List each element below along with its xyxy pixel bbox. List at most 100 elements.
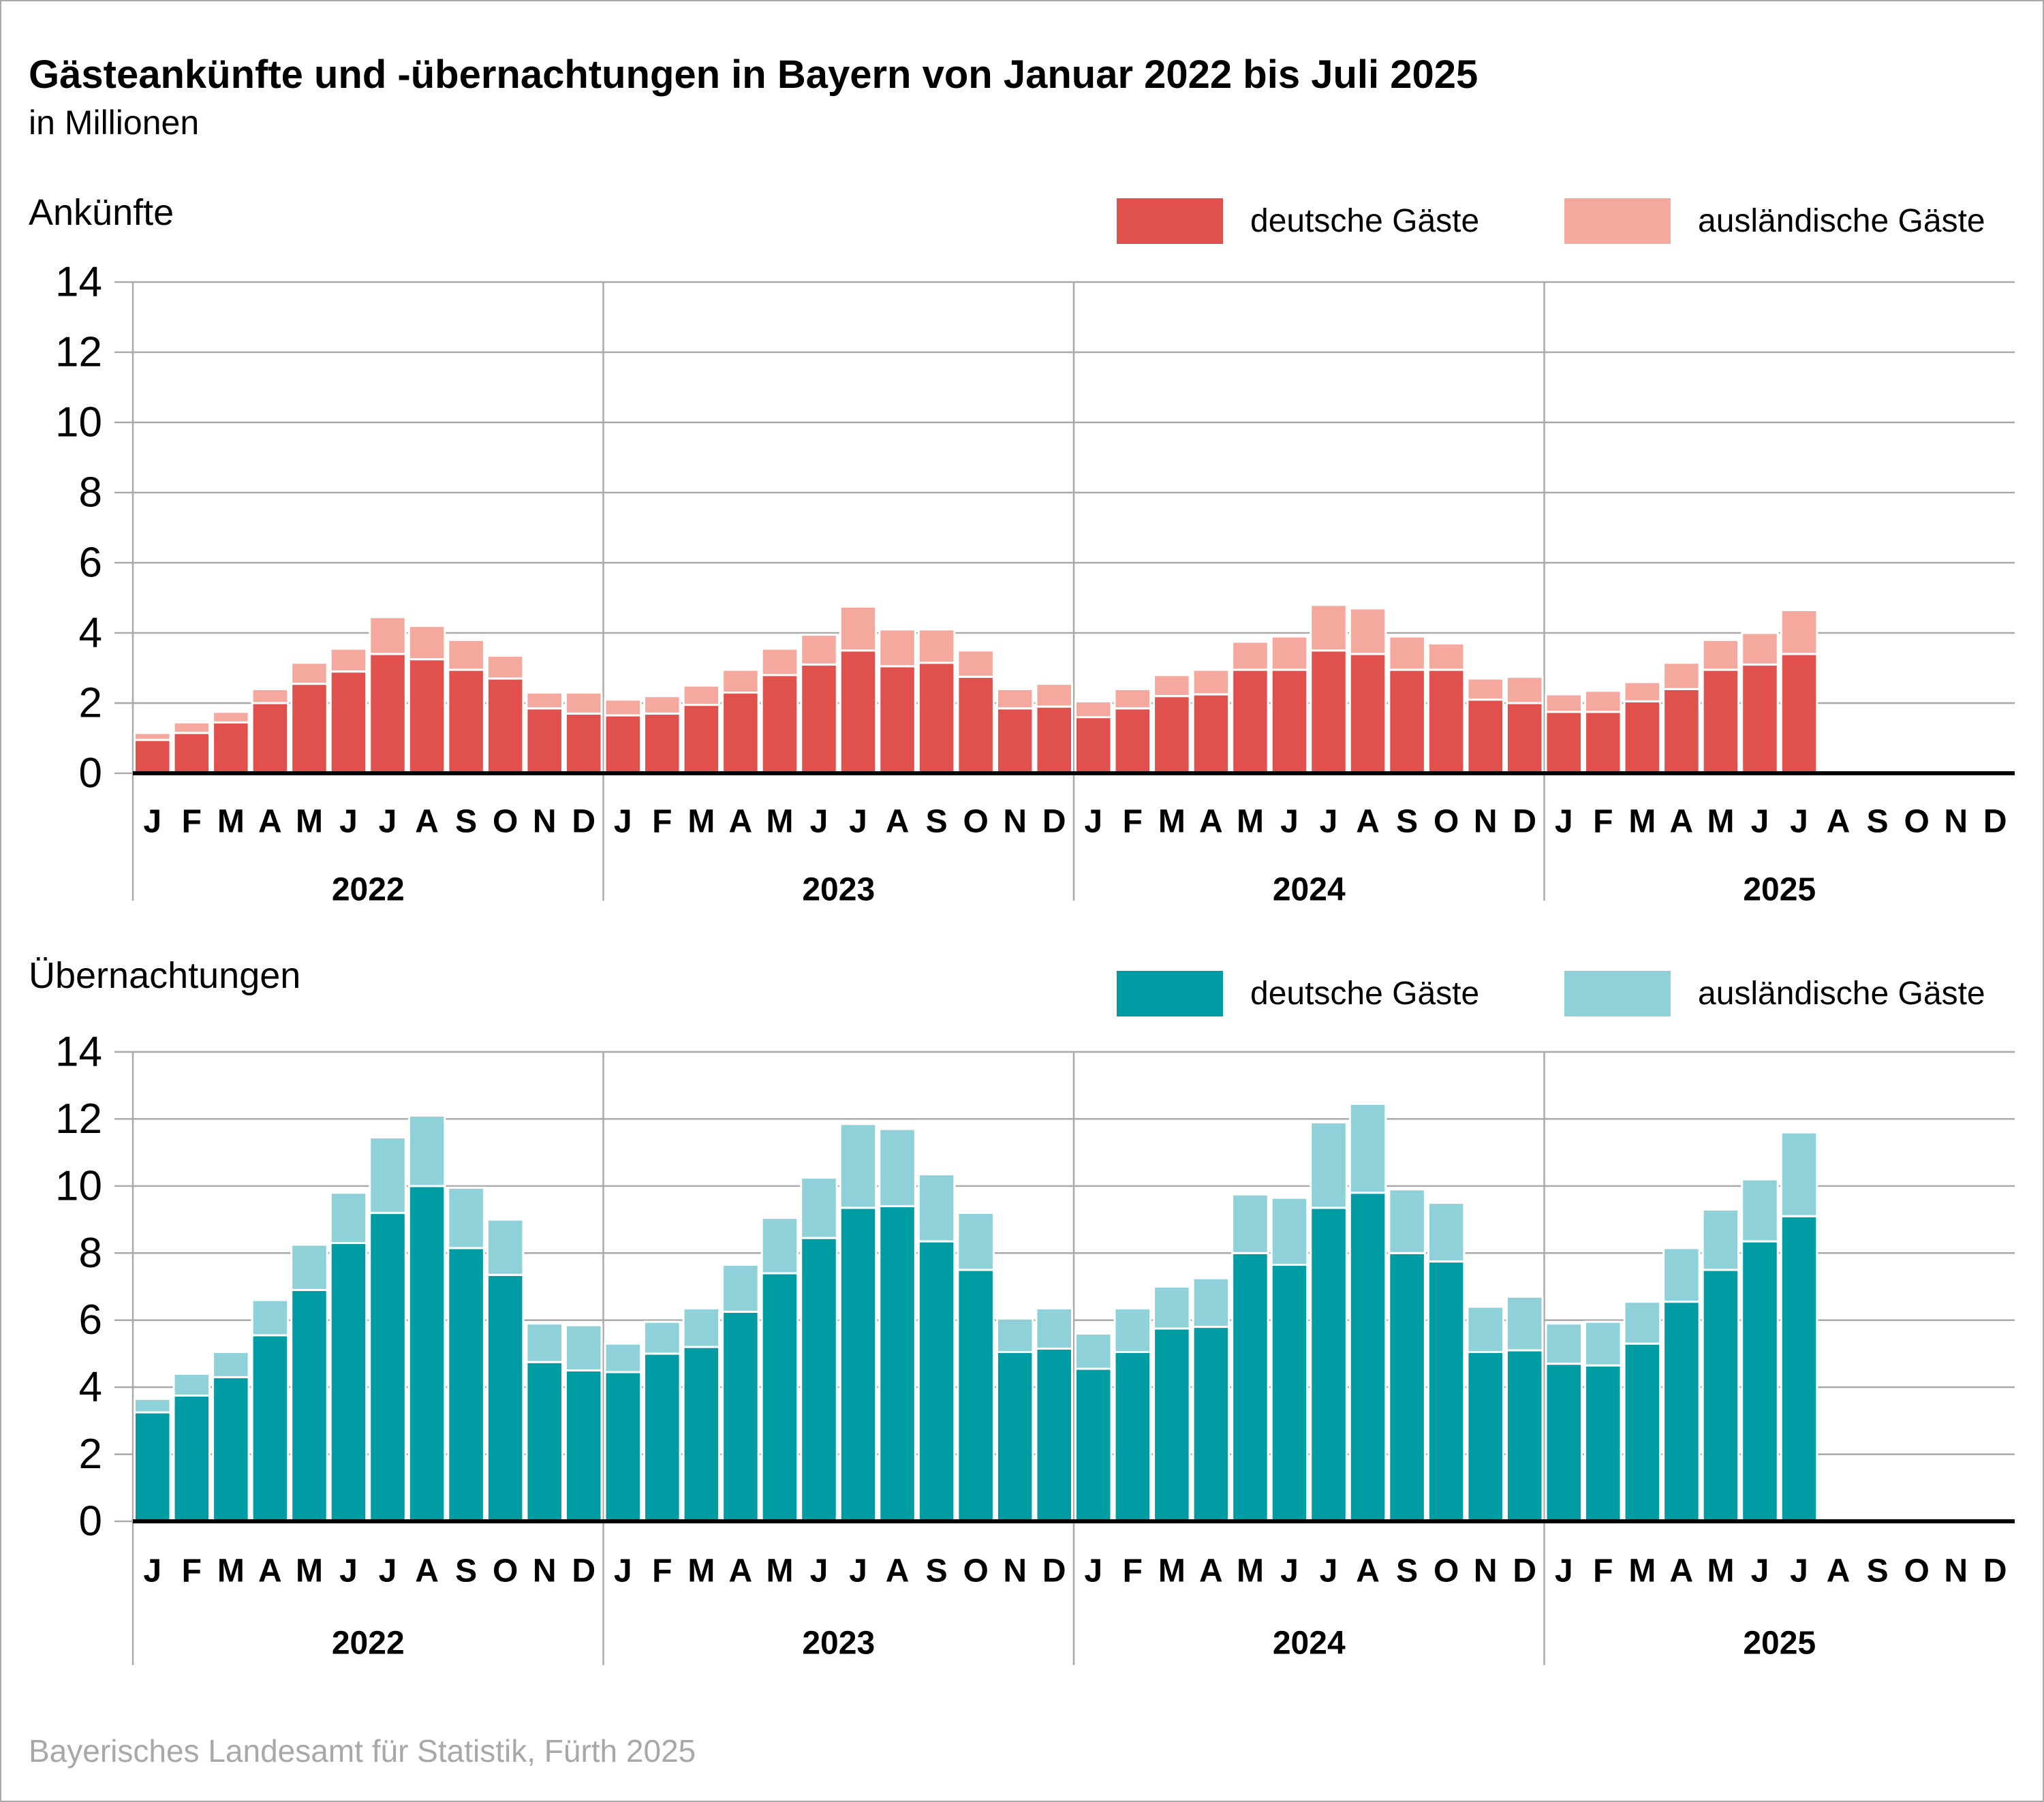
bar-segment-auslaendische <box>1662 1247 1701 1303</box>
month-label: A <box>1670 804 1694 840</box>
month-label: F <box>1593 1553 1613 1589</box>
bar-segment-deutsche <box>1545 1363 1583 1523</box>
bar-segment-deutsche <box>564 712 603 775</box>
bar-segment-auslaendische <box>447 1186 485 1249</box>
bar-segment-auslaendische <box>1545 693 1583 713</box>
bar-segment-deutsche <box>486 1273 525 1523</box>
bar-segment-deutsche <box>1231 668 1269 775</box>
month-label: D <box>1983 804 2007 840</box>
month-label: O <box>963 1553 988 1589</box>
bar-segment-deutsche <box>800 663 838 775</box>
bar-segment-auslaendische <box>1074 1332 1113 1370</box>
bar-segment-deutsche <box>957 675 995 775</box>
bar-segment-auslaendische <box>1662 662 1701 690</box>
month-label: M <box>687 1553 715 1589</box>
month-label: S <box>1396 804 1418 840</box>
bar-segment-deutsche <box>134 1411 172 1523</box>
bar-segment-deutsche <box>839 649 878 775</box>
bar-segment-deutsche <box>290 1288 328 1523</box>
bar-segment-deutsche <box>1427 668 1466 775</box>
bar-segment-deutsche <box>251 702 290 775</box>
month-label: M <box>1158 1553 1186 1589</box>
month-label: J <box>1555 804 1573 840</box>
y-tick-label: 2 <box>79 1431 102 1478</box>
bar-segment-auslaendische <box>172 1372 211 1397</box>
bar-segment-auslaendische <box>1231 640 1269 671</box>
bar-segment-deutsche <box>134 739 172 775</box>
bar-segment-deutsche <box>1035 705 1074 775</box>
y-tick-label: 10 <box>55 399 102 446</box>
month-label: J <box>1751 1553 1769 1589</box>
month-label: J <box>1084 1553 1102 1589</box>
bar-segment-auslaendische <box>917 628 956 664</box>
bar-segment-auslaendische <box>212 1350 250 1378</box>
month-label: F <box>652 1553 672 1589</box>
bar-segment-auslaendische <box>1270 1196 1309 1267</box>
bar-segment-deutsche <box>1231 1252 1269 1523</box>
bar-segment-deutsche <box>1584 1364 1622 1523</box>
bar-segment-deutsche <box>447 668 485 775</box>
month-label: F <box>1123 804 1143 840</box>
bar-segment-auslaendische <box>1623 681 1662 702</box>
page-subtitle: in Millionen <box>29 104 200 142</box>
bar-segment-deutsche <box>1701 1269 1740 1523</box>
bar-segment-deutsche <box>407 1185 446 1523</box>
month-label: A <box>258 804 282 840</box>
bar-segment-deutsche <box>1662 687 1701 775</box>
bar-segment-deutsche <box>407 658 446 775</box>
bar-segment-auslaendische <box>212 711 250 724</box>
bar-segment-auslaendische <box>1035 683 1074 708</box>
bar-segment-auslaendische <box>1035 1307 1074 1350</box>
bar-segment-deutsche <box>251 1334 290 1523</box>
bar-segment-deutsche <box>1035 1348 1074 1523</box>
month-label: D <box>1513 1553 1536 1589</box>
month-label: J <box>1280 804 1299 840</box>
legend-label-ankuenfte-auslaendische: ausländische Gäste <box>1698 203 1985 239</box>
month-label: J <box>1790 804 1808 840</box>
bar-segment-auslaendische <box>1505 1295 1544 1352</box>
year-label: 2022 <box>332 1626 405 1662</box>
bar-segment-deutsche <box>172 1394 211 1523</box>
bar-segment-deutsche <box>1701 668 1740 775</box>
month-label: O <box>1434 804 1459 840</box>
bar-segment-auslaendische <box>1427 642 1466 671</box>
bar-segment-auslaendische <box>329 1192 368 1245</box>
bar-segment-auslaendische <box>290 662 328 685</box>
year-label: 2025 <box>1743 872 1816 908</box>
bar-segment-auslaendische <box>1584 1320 1622 1367</box>
bar-segment-deutsche <box>800 1237 838 1523</box>
month-label: O <box>493 1553 518 1589</box>
month-label: O <box>1434 1553 1459 1589</box>
month-label: M <box>296 1553 323 1589</box>
month-label: A <box>415 804 439 840</box>
month-label: D <box>1513 804 1536 840</box>
bar-segment-auslaendische <box>604 698 642 717</box>
bar-segment-auslaendische <box>878 628 916 668</box>
bar-segment-auslaendische <box>369 1136 407 1214</box>
bar-segment-deutsche <box>1192 1326 1230 1523</box>
bar-segment-deutsche <box>1153 1327 1191 1523</box>
month-label: N <box>1003 1553 1027 1589</box>
bar-segment-deutsche <box>1780 653 1818 775</box>
month-label: J <box>1555 1553 1573 1589</box>
bar-segment-auslaendische <box>1584 689 1622 713</box>
bar-segment-auslaendische <box>839 1123 878 1209</box>
bar-segment-auslaendische <box>486 654 525 680</box>
bar-segment-deutsche <box>917 1240 956 1523</box>
bar-segment-auslaendische <box>760 647 799 677</box>
month-label: M <box>217 804 245 840</box>
month-label: F <box>652 804 672 840</box>
legend-label-ankuenfte-deutsche: deutsche Gäste <box>1250 203 1480 239</box>
y-tick-label: 4 <box>79 610 102 657</box>
y-tick-label: 8 <box>79 1230 102 1277</box>
month-label: J <box>1320 1553 1338 1589</box>
bar-segment-deutsche <box>643 712 681 775</box>
month-label: N <box>1944 804 1968 840</box>
bar-segment-auslaendische <box>564 1324 603 1372</box>
page-title: Gästeankünfte und -übernachtungen in Bay… <box>29 52 1478 97</box>
month-label: A <box>729 1553 753 1589</box>
bar-segment-auslaendische <box>1701 638 1740 671</box>
month-label: A <box>1827 804 1851 840</box>
